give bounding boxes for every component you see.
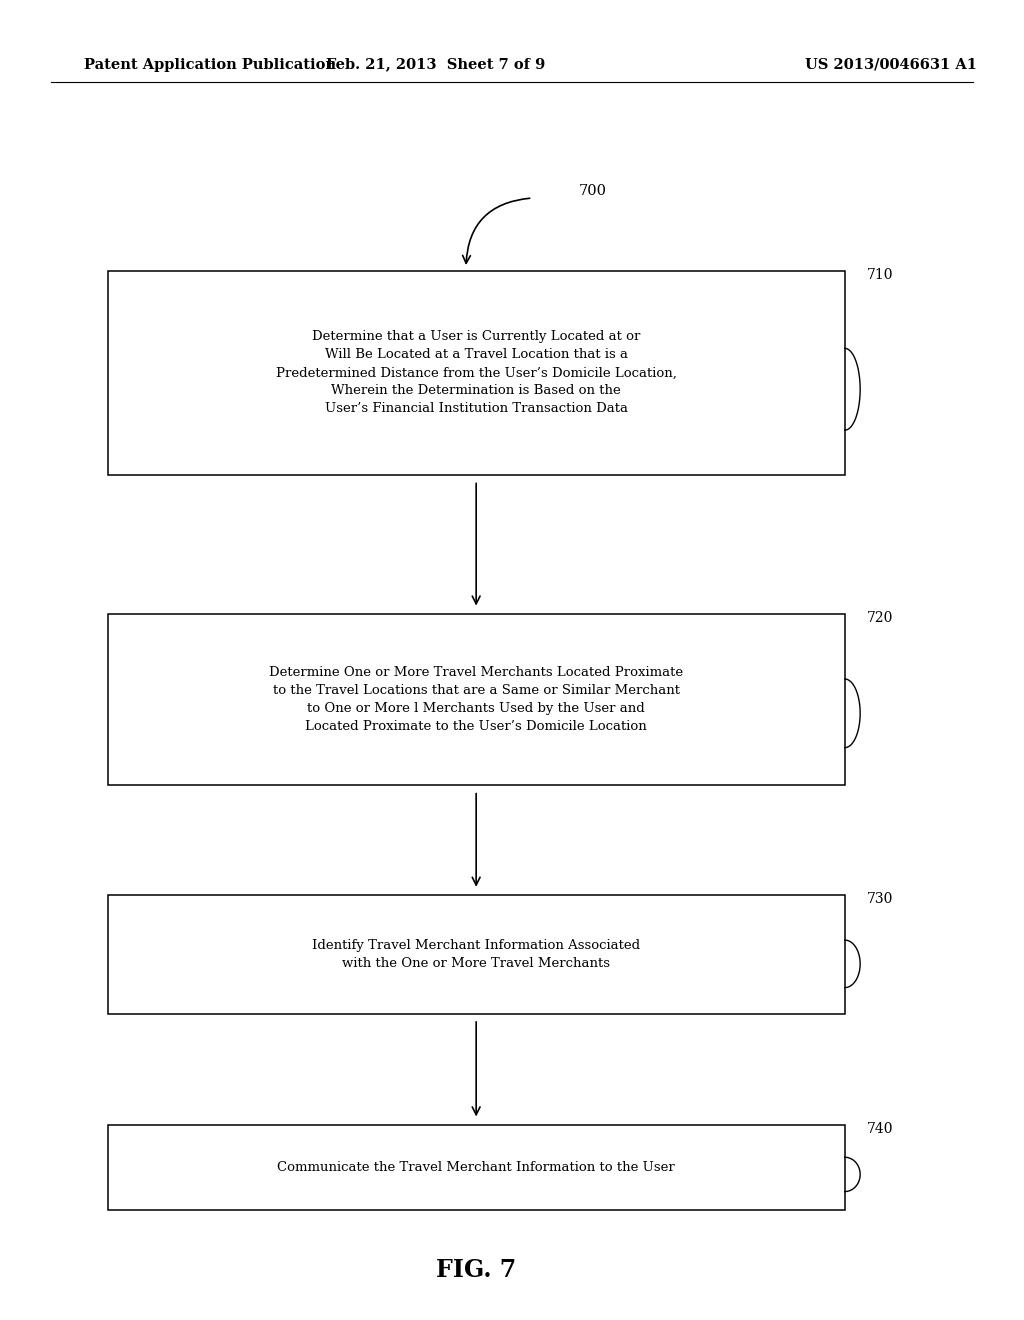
Text: Communicate the Travel Merchant Information to the User: Communicate the Travel Merchant Informat… xyxy=(278,1162,675,1173)
Text: US 2013/0046631 A1: US 2013/0046631 A1 xyxy=(805,58,977,71)
Text: Patent Application Publication: Patent Application Publication xyxy=(84,58,336,71)
Text: 740: 740 xyxy=(867,1122,894,1137)
Text: 730: 730 xyxy=(867,892,894,907)
Bar xyxy=(108,271,845,475)
Text: Identify Travel Merchant Information Associated
with the One or More Travel Merc: Identify Travel Merchant Information Ass… xyxy=(312,939,640,970)
Text: 710: 710 xyxy=(867,268,894,282)
Text: FIG. 7: FIG. 7 xyxy=(436,1258,516,1282)
Bar xyxy=(108,895,845,1014)
Text: Determine One or More Travel Merchants Located Proximate
to the Travel Locations: Determine One or More Travel Merchants L… xyxy=(269,667,683,733)
Text: 720: 720 xyxy=(867,611,894,626)
Bar xyxy=(108,1125,845,1210)
Bar xyxy=(108,614,845,785)
Text: 700: 700 xyxy=(579,185,606,198)
Text: Determine that a User is Currently Located at or
Will Be Located at a Travel Loc: Determine that a User is Currently Locat… xyxy=(275,330,677,416)
Text: Feb. 21, 2013  Sheet 7 of 9: Feb. 21, 2013 Sheet 7 of 9 xyxy=(326,58,545,71)
